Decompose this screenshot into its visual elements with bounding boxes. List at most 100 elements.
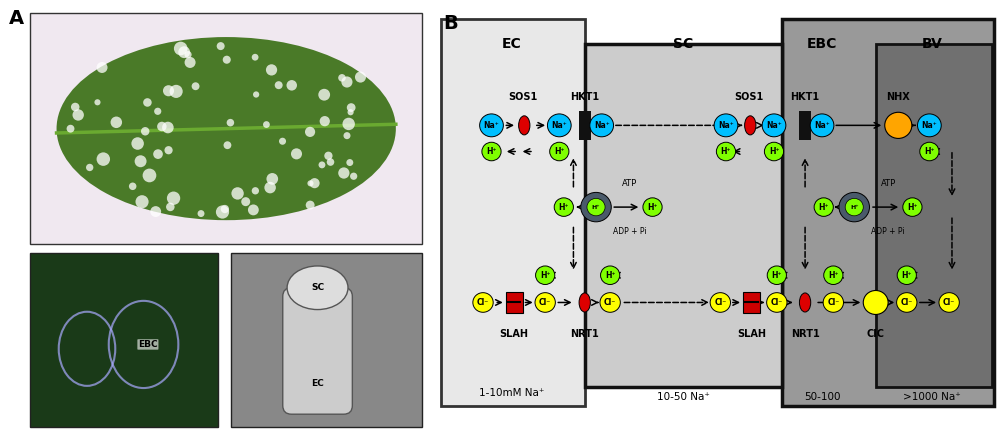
Circle shape (319, 161, 325, 168)
Circle shape (227, 119, 234, 126)
Text: ADP + Pi: ADP + Pi (613, 227, 647, 235)
Circle shape (192, 82, 200, 90)
Text: Na⁺: Na⁺ (594, 121, 610, 130)
Ellipse shape (57, 37, 396, 220)
Ellipse shape (745, 116, 756, 135)
Text: H⁺: H⁺ (828, 271, 839, 280)
Circle shape (129, 183, 136, 190)
Circle shape (338, 167, 349, 179)
Text: SC: SC (311, 283, 324, 292)
Text: HKT1: HKT1 (791, 92, 820, 102)
Circle shape (536, 266, 555, 285)
Circle shape (762, 114, 786, 137)
Circle shape (482, 142, 501, 161)
Circle shape (153, 149, 163, 159)
Circle shape (143, 169, 156, 182)
Circle shape (131, 137, 144, 150)
Circle shape (184, 51, 192, 58)
Circle shape (231, 187, 244, 200)
Circle shape (714, 114, 738, 137)
Circle shape (94, 99, 101, 106)
Circle shape (305, 127, 315, 137)
Circle shape (252, 187, 259, 194)
Circle shape (264, 182, 276, 193)
Text: EBC: EBC (138, 340, 158, 349)
Circle shape (310, 178, 320, 188)
Circle shape (286, 80, 297, 91)
Ellipse shape (579, 293, 590, 312)
FancyBboxPatch shape (283, 288, 352, 414)
Text: Cl⁻: Cl⁻ (901, 298, 913, 307)
Text: H⁺: H⁺ (769, 147, 779, 156)
Circle shape (473, 293, 493, 312)
Circle shape (480, 114, 503, 137)
Text: Cl⁻: Cl⁻ (771, 298, 783, 307)
Circle shape (814, 198, 833, 216)
Text: SLAH: SLAH (737, 329, 766, 339)
Text: H⁺: H⁺ (540, 271, 550, 280)
Circle shape (347, 103, 356, 112)
Circle shape (306, 201, 315, 210)
Circle shape (174, 42, 188, 55)
Circle shape (170, 85, 183, 98)
Text: ATP: ATP (622, 179, 638, 187)
Circle shape (601, 266, 620, 285)
Circle shape (920, 142, 939, 161)
Circle shape (248, 204, 259, 215)
Circle shape (164, 146, 173, 154)
Text: H⁺: H⁺ (721, 147, 731, 156)
Circle shape (547, 114, 571, 137)
Text: Cl⁻: Cl⁻ (827, 298, 839, 307)
Circle shape (824, 266, 843, 285)
Text: H⁺: H⁺ (924, 147, 935, 156)
Circle shape (885, 112, 912, 139)
Text: Cl⁻: Cl⁻ (477, 298, 489, 307)
Text: Cl⁻: Cl⁻ (539, 298, 551, 307)
Text: 10-50 Na⁺: 10-50 Na⁺ (657, 392, 710, 402)
Circle shape (839, 192, 869, 222)
Circle shape (86, 164, 93, 171)
Circle shape (318, 89, 330, 101)
Circle shape (346, 159, 353, 166)
Circle shape (554, 198, 573, 216)
Circle shape (157, 122, 167, 131)
Circle shape (185, 57, 196, 68)
Text: Cl⁻: Cl⁻ (604, 298, 616, 307)
Text: CIC: CIC (867, 329, 885, 339)
Circle shape (266, 173, 278, 185)
Bar (506, 292, 523, 313)
Circle shape (178, 46, 190, 58)
Bar (30, 13, 422, 244)
Circle shape (97, 152, 110, 166)
Text: HKT1: HKT1 (570, 92, 599, 102)
Text: H⁺: H⁺ (559, 203, 569, 211)
Circle shape (221, 205, 229, 213)
Bar (30, 13, 422, 244)
Circle shape (810, 114, 834, 137)
Text: H⁺: H⁺ (772, 271, 782, 280)
Text: EBC: EBC (807, 37, 837, 51)
Text: BV: BV (922, 37, 943, 51)
Circle shape (275, 81, 283, 89)
Text: H⁺: H⁺ (554, 147, 565, 156)
Text: >1000 Na⁺: >1000 Na⁺ (903, 392, 961, 402)
Circle shape (198, 210, 204, 217)
Text: EC: EC (501, 37, 521, 51)
Circle shape (581, 192, 611, 222)
Text: NRT1: NRT1 (791, 329, 819, 339)
Bar (782, 19, 994, 406)
Text: SOS1: SOS1 (734, 92, 763, 102)
Text: Na⁺: Na⁺ (766, 121, 782, 130)
Circle shape (327, 158, 334, 166)
Circle shape (341, 76, 353, 88)
Circle shape (223, 56, 231, 64)
Circle shape (716, 142, 736, 161)
Text: H⁺: H⁺ (592, 204, 600, 210)
Circle shape (845, 198, 863, 216)
Text: Na⁺: Na⁺ (814, 121, 830, 130)
Circle shape (918, 114, 941, 137)
Circle shape (97, 62, 108, 73)
Bar (30, 253, 218, 427)
Circle shape (939, 293, 959, 312)
Circle shape (767, 293, 787, 312)
